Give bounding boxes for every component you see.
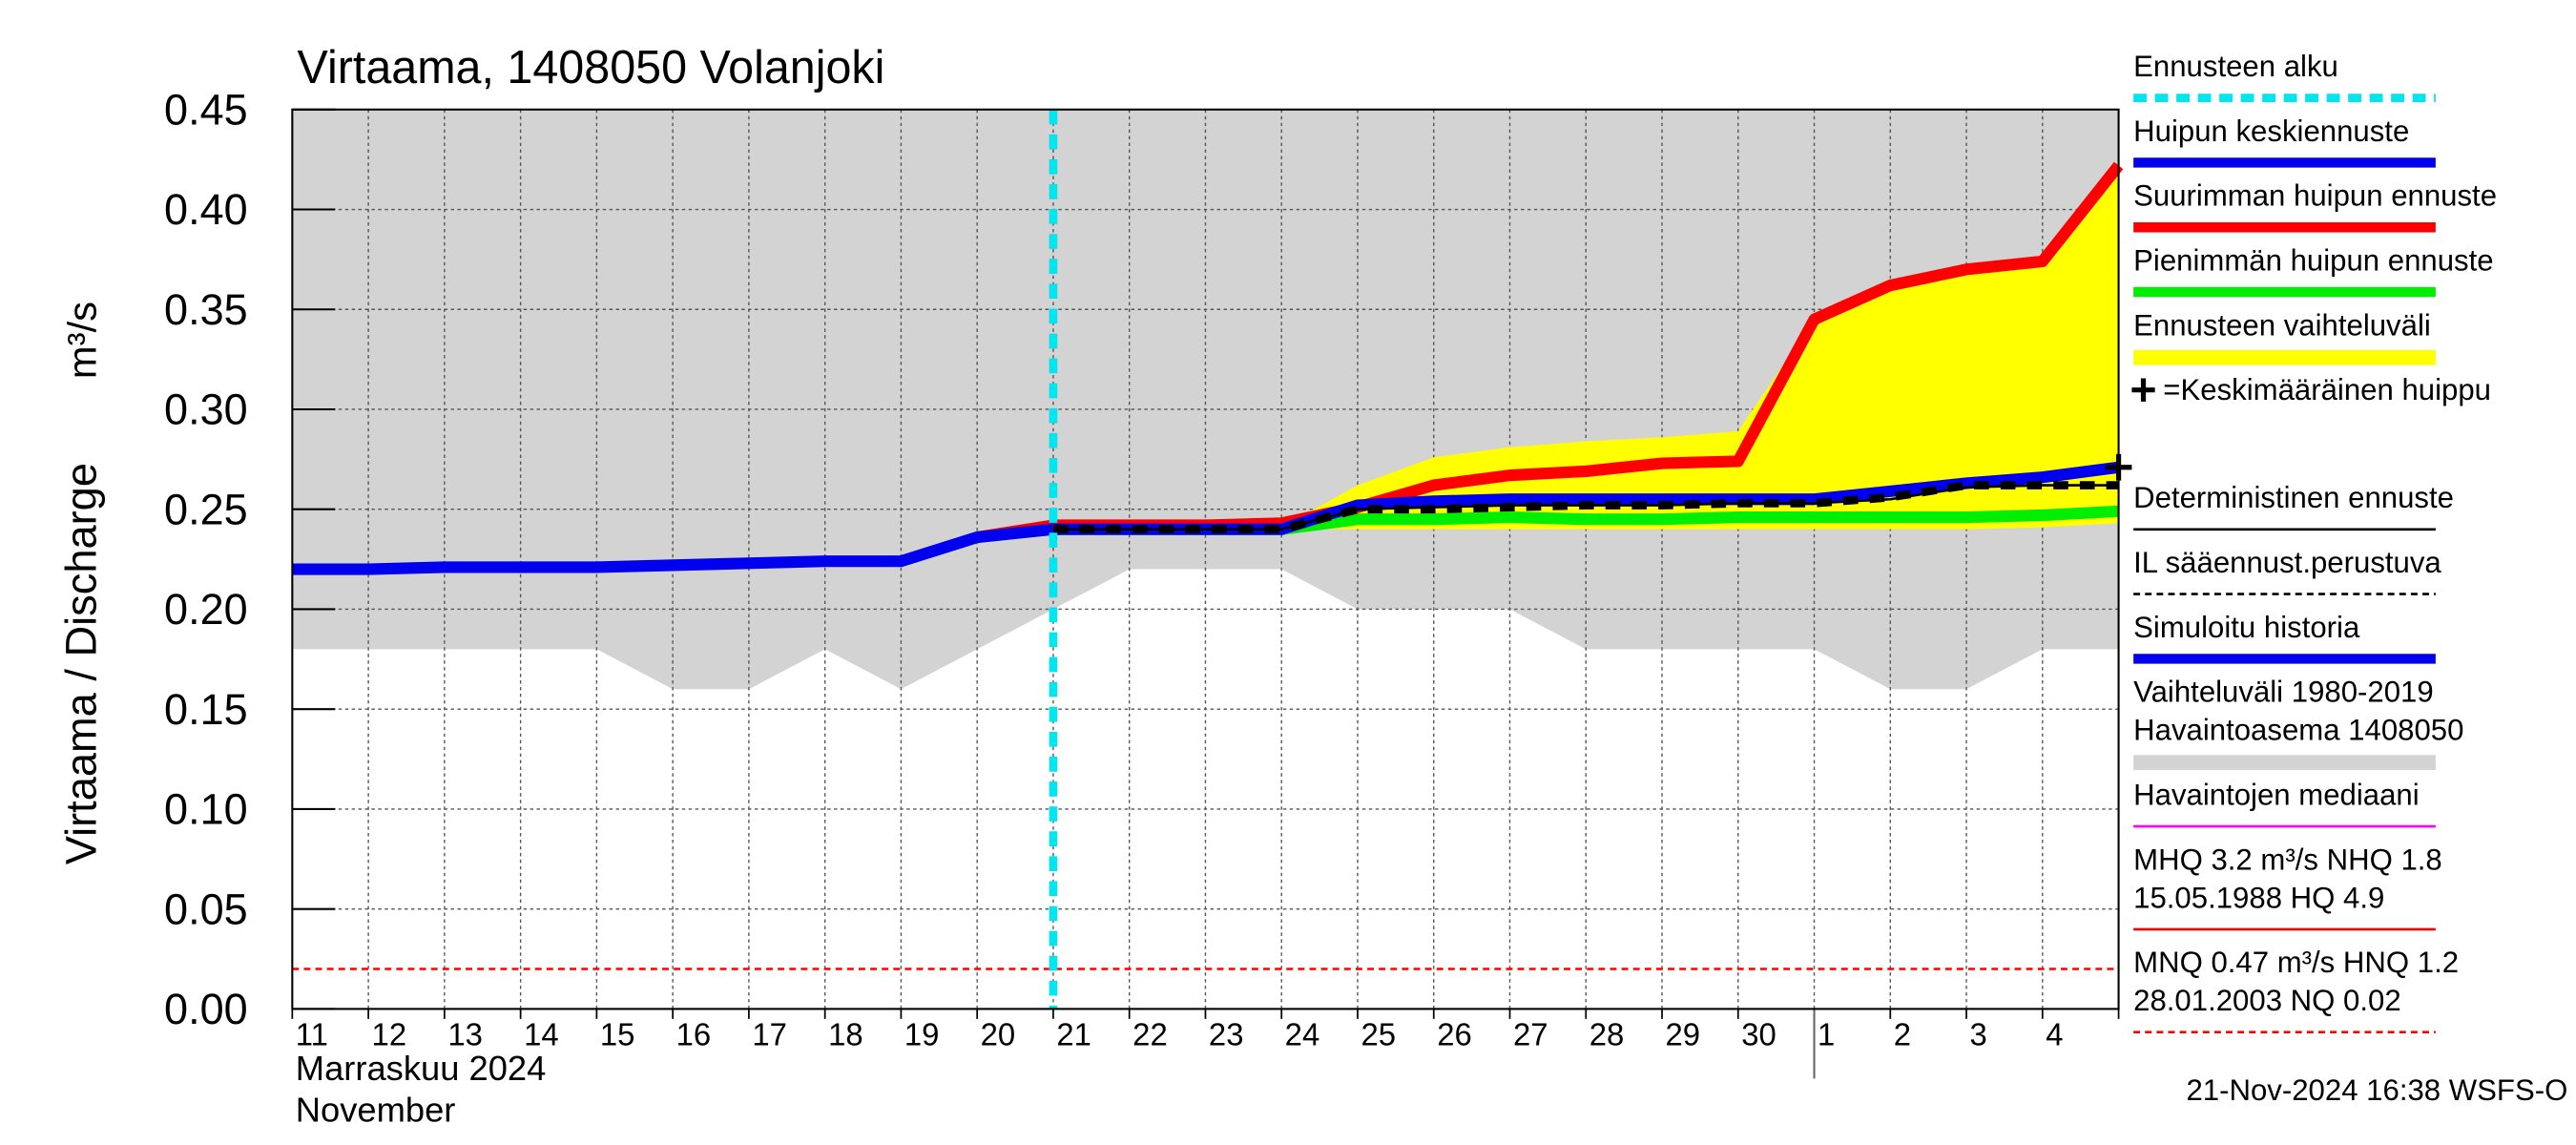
plot-area <box>291 108 2132 1079</box>
x-tick-label: 24 <box>1285 1017 1320 1052</box>
series-line <box>292 523 1054 575</box>
x-tick-label: 19 <box>904 1017 940 1052</box>
legend-label: 28.01.2003 NQ 0.02 <box>2133 984 2401 1017</box>
legend-label: Suurimman huipun ennuste <box>2133 179 2497 213</box>
legend-label: =Keskimääräinen huippu <box>2163 373 2491 406</box>
timestamp: 21-Nov-2024 16:38 WSFS-O <box>2186 1073 2567 1107</box>
y-axis-label: Virtaama / Discharge <box>56 463 105 864</box>
legend-label: Vaihteluväli 1980-2019 <box>2133 676 2434 709</box>
x-tick-label: 28 <box>1589 1017 1625 1052</box>
x-tick-label: 4 <box>2046 1017 2063 1052</box>
x-tick-label: 2 <box>1894 1017 1911 1052</box>
x-tick-label: 17 <box>752 1017 787 1052</box>
legend-label: Huipun keskiennuste <box>2133 114 2409 148</box>
x-tick-label: 30 <box>1741 1017 1776 1052</box>
legend-label: MNQ 0.47 m³/s HNQ 1.2 <box>2133 946 2459 979</box>
y-tick-label: 0.05 <box>164 885 248 933</box>
x-tick-label: 29 <box>1665 1017 1700 1052</box>
legend-swatch <box>2133 755 2436 770</box>
series-line <box>1052 481 2119 534</box>
x-tick-label: 3 <box>1970 1017 1987 1052</box>
x-axis-label: November <box>296 1091 456 1130</box>
plot-frame <box>291 108 2120 1010</box>
x-tick-label: 27 <box>1513 1017 1548 1052</box>
x-tick-label: 26 <box>1437 1017 1472 1052</box>
legend-label: Pienimmän huipun ennuste <box>2133 243 2493 277</box>
legend-label: Simuloitu historia <box>2133 611 2360 644</box>
legend-label: MHQ 3.2 m³/s NHQ 1.8 <box>2133 843 2442 876</box>
x-tick-label: 16 <box>676 1017 712 1052</box>
chart-title: Virtaama, 1408050 Volanjoki <box>298 42 885 94</box>
legend-label: Ennusteen alku <box>2133 50 2338 83</box>
x-tick-label: 15 <box>600 1017 635 1052</box>
x-tick-label: 22 <box>1132 1017 1168 1052</box>
y-tick-label: 0.30 <box>164 385 248 434</box>
x-tick-label: 13 <box>447 1017 483 1052</box>
legend-label: IL sääennust.perustuva <box>2133 546 2441 579</box>
legend-label: Havaintoasema 1408050 <box>2133 714 2463 747</box>
y-tick-label: 0.45 <box>164 85 248 134</box>
legend-swatch <box>2133 349 2436 365</box>
x-tick-label: 21 <box>1056 1017 1091 1052</box>
x-tick-label: 23 <box>1209 1017 1244 1052</box>
y-tick-label: 0.00 <box>164 985 248 1033</box>
x-tick-label: 12 <box>372 1017 407 1052</box>
y-tick-label: 0.35 <box>164 285 248 334</box>
x-tick-label: 20 <box>981 1017 1016 1052</box>
x-tick-label: 11 <box>296 1017 328 1052</box>
y-tick-label: 0.25 <box>164 485 248 533</box>
band-area <box>1052 165 2119 530</box>
y-tick-label: 0.10 <box>164 784 248 833</box>
x-tick-label: 1 <box>1818 1017 1835 1052</box>
x-tick-label: 14 <box>524 1017 559 1052</box>
x-tick-label: 25 <box>1361 1017 1396 1052</box>
y-tick-label: 0.40 <box>164 185 248 234</box>
legend-label: Havaintojen mediaani <box>2133 778 2420 811</box>
legend-label: 15.05.1988 HQ 4.9 <box>2133 881 2384 914</box>
y-tick-label: 0.20 <box>164 585 248 634</box>
legend: Ennusteen alku Huipun keskiennuste Suurimm… <box>2131 50 2497 1034</box>
x-tick-label: 18 <box>828 1017 863 1052</box>
y-tick-label: 0.15 <box>164 685 248 734</box>
legend-label: Deterministinen ennuste <box>2133 481 2454 514</box>
legend-label: Ennusteen vaihteluväli <box>2133 308 2431 342</box>
legend-cross <box>2131 378 2155 402</box>
x-axis-label: Marraskuu 2024 <box>296 1049 547 1088</box>
y-axis-unit: m³/s <box>59 302 104 379</box>
